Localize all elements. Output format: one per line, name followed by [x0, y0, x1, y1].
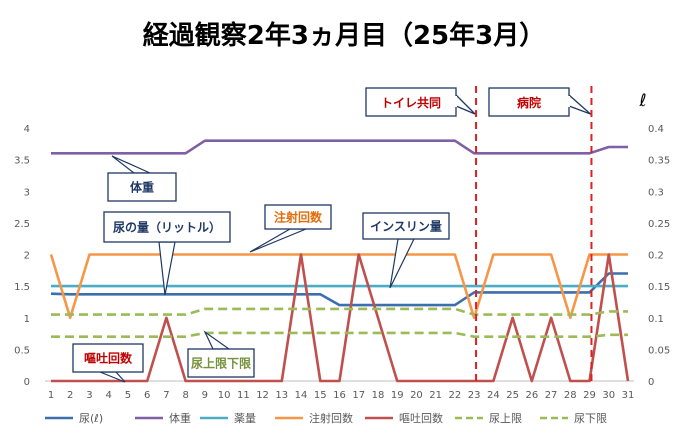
x-axis-tick-label: 6	[144, 390, 150, 401]
x-axis-tick-label: 15	[314, 390, 327, 401]
x-axis-tick-label: 8	[182, 390, 188, 401]
legend-label: 嘔吐回数	[399, 412, 443, 425]
right-axis-unit: ℓ	[638, 91, 646, 111]
legend-label: 薬量	[234, 412, 256, 425]
callout-pointer	[203, 330, 231, 350]
right-axis-tick-label: 0	[648, 377, 654, 388]
x-axis-tick-label: 18	[372, 390, 385, 401]
event-label-pointer	[568, 94, 591, 115]
left-axis-tick-label: 3	[24, 187, 30, 198]
right-axis-tick-label: 0.15	[648, 282, 670, 293]
right-axis-tick-label: 0.25	[648, 219, 670, 230]
x-axis-tick-label: 21	[429, 390, 442, 401]
event-label-pointer	[455, 94, 476, 115]
callout-label: 嘔吐回数	[84, 351, 133, 366]
event-lines-layer: トイレ共同 病院	[365, 86, 593, 381]
x-axis-tick-label: 22	[449, 390, 462, 401]
event-label-box	[365, 87, 457, 117]
x-axis-tick-label: 17	[352, 390, 365, 401]
x-axis-tick-label: 29	[583, 390, 596, 401]
x-axis-tick-label: 19	[391, 390, 404, 401]
event-label-gap	[454, 96, 457, 107]
x-axis-tick-label: 25	[506, 390, 519, 401]
series-line	[50, 272, 628, 307]
left-axis-tick-label: 1.5	[14, 282, 30, 293]
callout-box	[103, 211, 231, 243]
callout-label: 尿上限下限	[191, 356, 251, 371]
x-axis-tick-label: 5	[125, 390, 131, 401]
x-axis-tick-label: 23	[468, 390, 481, 401]
callout-label: 尿の量（リットル）	[113, 220, 221, 235]
right-axis-tick-label: 0.35	[648, 156, 670, 167]
event-label: 病院	[517, 95, 541, 110]
legend-label: 尿上限	[489, 412, 522, 425]
series-layer	[49, 139, 630, 383]
x-axis-tick-label: 16	[333, 390, 346, 401]
x-axis-tick-label: 27	[545, 390, 558, 401]
x-axis-tick-label: 7	[163, 390, 169, 401]
left-axis-tick-label: 2.5	[14, 219, 30, 230]
x-axis-tick-label: 3	[86, 390, 92, 401]
callout-label: 体重	[130, 180, 154, 195]
x-axis-tick-label: 4	[106, 390, 112, 401]
x-axis-tick-label: 20	[410, 390, 423, 401]
series-line	[51, 139, 628, 155]
right-axis-tick-label: 0.4	[648, 124, 664, 135]
x-axis-tick-label: 24	[487, 390, 500, 401]
event-label-gap	[567, 96, 570, 107]
event-label: トイレ共同	[381, 95, 441, 110]
x-axis-tick-label: 12	[256, 390, 269, 401]
legend-label: 体重	[169, 411, 191, 425]
x-axis-tick-label: 13	[275, 390, 288, 401]
callout-label: インスリン量	[370, 220, 442, 234]
left-axis-tick-label: 0	[24, 377, 30, 388]
x-axis-tick-label: 11	[237, 390, 250, 401]
legend-label: 注射回数	[309, 411, 353, 425]
callout-box	[362, 212, 450, 240]
legend-label: 尿(ℓ)	[79, 412, 103, 425]
right-axis-tick-label: 0.3	[648, 187, 664, 198]
left-axis-tick-label: 4	[24, 124, 30, 135]
series-line	[51, 307, 628, 316]
series-line	[51, 253, 630, 383]
series-line	[49, 253, 628, 320]
right-axis-tick-label: 0.1	[648, 314, 664, 325]
left-axis-tick-label: 1	[24, 314, 30, 325]
x-axis-tick-label: 30	[602, 390, 615, 401]
callout-box	[72, 343, 144, 373]
x-axis-tick-label: 2	[67, 390, 73, 401]
axes-layer: 0 0.5 1 1.5 2 2.5 3 3.5 4 0 0.05 0.1 0.15 0.2 0.25 0.3 0…	[14, 124, 670, 401]
callout-pointer	[389, 238, 415, 289]
x-axis-tick-label: 10	[218, 390, 231, 401]
x-axis-tick-label: 31	[622, 390, 635, 401]
left-axis-tick-label: 2	[24, 251, 30, 262]
legend-label: 尿下限	[574, 412, 607, 425]
legend-layer: 尿(ℓ) 体重 薬量 注射回数 嘔吐回数 尿上限 尿下限	[45, 411, 607, 425]
x-axis-tick-label: 14	[295, 390, 308, 401]
x-axis-tick-label: 26	[525, 390, 538, 401]
series-line	[51, 331, 628, 339]
left-axis-tick-label: 3.5	[14, 156, 30, 167]
left-axis-tick-label: 0.5	[14, 345, 30, 356]
callout-pointer	[249, 228, 307, 253]
x-axis-tick-label: 28	[564, 390, 577, 401]
chart-title: 経過観察2年3ヵ月目（25年3月）	[143, 20, 545, 51]
right-axis-tick-label: 0.2	[648, 251, 664, 262]
x-axis-tick-label: 1	[48, 390, 54, 401]
callout-box	[187, 348, 255, 378]
right-axis-tick-label: 0.05	[648, 345, 670, 356]
x-axis-tick-label: 9	[202, 390, 208, 401]
callout-box	[107, 172, 177, 202]
callout-label: 注射回数	[274, 210, 323, 225]
callout-pointer	[111, 155, 151, 174]
callout-box	[264, 204, 332, 230]
